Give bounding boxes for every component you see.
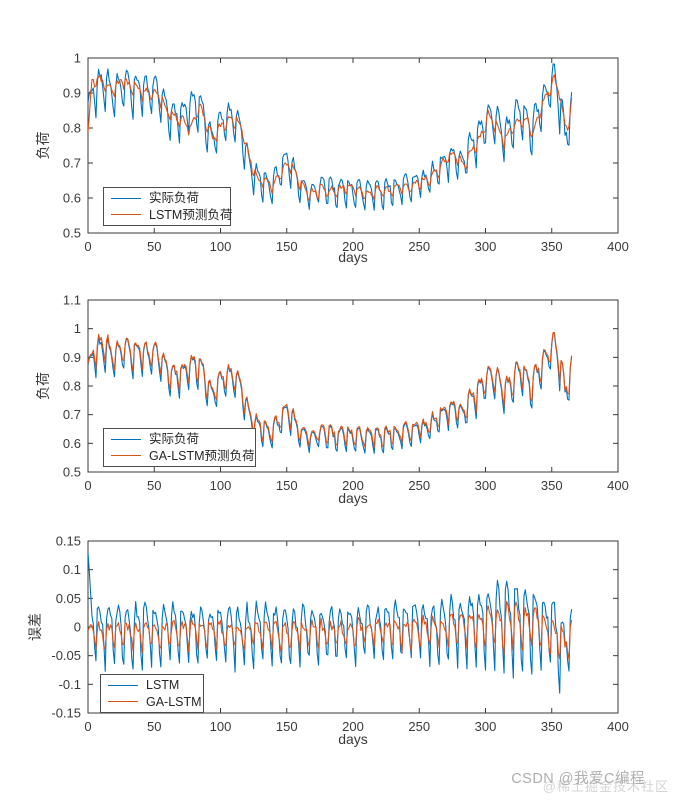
- x-tick-label: 100: [210, 719, 232, 734]
- x-tick-label: 400: [607, 478, 629, 493]
- y-tick-label: 0.9: [63, 86, 81, 101]
- series-line-LSTM预测负荷: [88, 74, 573, 201]
- legend-label: 实际负荷: [149, 432, 200, 446]
- error-legend: LSTM GA-LSTM: [100, 674, 204, 713]
- legend-line-swatch: [111, 455, 141, 457]
- x-tick-label: 50: [147, 719, 161, 734]
- legend-label: LSTM: [146, 678, 180, 692]
- series-line-GA-LSTM预测负荷: [88, 331, 573, 449]
- ga-lstm-load-plot-area: 0 50 100 150 200 250 300 350 400 0.5 0.6 0.7 0.8 0.9 1…: [35, 293, 629, 507]
- y-tick-label: -0.1: [59, 677, 81, 692]
- x-tick-label: 50: [147, 478, 161, 493]
- x-axis-label: days: [338, 490, 368, 506]
- legend-label: GA-LSTM: [146, 694, 202, 709]
- y-tick-label: 0.8: [63, 379, 81, 394]
- series-line-实际负荷: [88, 63, 573, 211]
- legend-line-swatch: [108, 684, 138, 686]
- legend-item: 实际负荷: [111, 192, 222, 205]
- x-tick-label: 350: [541, 478, 563, 493]
- x-tick-label: 0: [84, 239, 91, 254]
- legend-item: LSTM: [108, 679, 195, 692]
- x-tick-label: 350: [541, 719, 563, 734]
- legend-item: LSTM预测负荷: [111, 208, 232, 222]
- y-tick-label: 0.6: [63, 436, 81, 451]
- x-tick-label: 50: [147, 239, 161, 254]
- x-tick-label: 300: [475, 719, 497, 734]
- y-tick-label: 0.5: [63, 465, 81, 480]
- y-tick-label: 1.1: [63, 293, 81, 308]
- chart-lstm-load-prediction: 0 50 100 150 200 250 300 350 400 0.5 0.6 0.7 0.8 0.9 1…: [0, 0, 683, 270]
- legend-line-swatch: [111, 438, 141, 440]
- lstm-load-plot-area: 0 50 100 150 200 250 300 350 400 0.5 0.6 0.7 0.8 0.9 1…: [35, 51, 629, 266]
- x-tick-label: 150: [276, 239, 298, 254]
- legend-line-swatch: [111, 197, 141, 199]
- y-axis-label: 误差: [27, 613, 43, 641]
- y-tick-label: 1: [74, 51, 81, 66]
- y-axis-label: 负荷: [35, 132, 51, 160]
- x-tick-label: 300: [475, 478, 497, 493]
- x-tick-label: 100: [210, 239, 232, 254]
- y-tick-label: 1: [74, 321, 81, 336]
- x-tick-label: 250: [408, 478, 430, 493]
- x-tick-label: 350: [541, 239, 563, 254]
- y-tick-label: 0.8: [63, 121, 81, 136]
- chart-prediction-error: 0 50 100 150 200 250 300 350 400 -0.15 -0.1 -0.05 0 0…: [0, 520, 683, 803]
- legend-line-swatch: [108, 701, 138, 703]
- y-tick-label: 0.6: [63, 191, 81, 206]
- y-tick-label: 0.05: [56, 591, 81, 606]
- x-tick-label: 150: [276, 719, 298, 734]
- error-plot-area: 0 50 100 150 200 250 300 350 400 -0.15 -0.1 -0.05 0 0…: [27, 534, 629, 748]
- x-tick-label: 200: [342, 239, 364, 254]
- series-line-GA-LSTM: [88, 600, 573, 661]
- ga-lstm-load-legend: 实际负荷 GA-LSTM预测负荷: [103, 428, 256, 467]
- y-axis-label: 负荷: [35, 372, 51, 400]
- x-tick-label: 0: [84, 719, 91, 734]
- x-axis-label: days: [338, 249, 368, 265]
- y-tick-label: 0.15: [56, 534, 81, 549]
- legend-label: GA-LSTM预测负荷: [149, 448, 255, 463]
- x-tick-label: 100: [210, 478, 232, 493]
- x-axis-label: days: [338, 731, 368, 747]
- lstm-load-legend: 实际负荷 LSTM预测负荷: [103, 187, 232, 226]
- x-tick-label: 400: [607, 719, 629, 734]
- x-tick-label: 0: [84, 478, 91, 493]
- chart-ga-lstm-load-prediction: 0 50 100 150 200 250 300 350 400 0.5 0.6 0.7 0.8 0.9 1…: [0, 270, 683, 520]
- x-tick-label: 400: [607, 239, 629, 254]
- legend-line-swatch: [111, 214, 141, 216]
- x-tick-label: 300: [475, 239, 497, 254]
- y-tick-label: 0.7: [63, 156, 81, 171]
- x-tick-label: 250: [408, 239, 430, 254]
- y-tick-label: 0.1: [63, 562, 81, 577]
- x-tick-label: 150: [276, 478, 298, 493]
- legend-label: 实际负荷: [149, 191, 200, 205]
- y-tick-label: -0.05: [51, 648, 81, 663]
- legend-item: 实际负荷: [111, 433, 247, 446]
- y-tick-label: 0.9: [63, 350, 81, 365]
- legend-item: GA-LSTM预测负荷: [111, 449, 255, 463]
- x-tick-label: 200: [342, 719, 364, 734]
- y-tick-label: -0.15: [51, 706, 81, 721]
- y-tick-label: 0: [74, 620, 81, 635]
- y-tick-label: 0.5: [63, 226, 81, 241]
- legend-label: LSTM预测负荷: [149, 207, 233, 222]
- x-tick-label: 250: [408, 719, 430, 734]
- y-tick-label: 0.7: [63, 407, 81, 422]
- legend-item: GA-LSTM: [108, 695, 202, 709]
- x-tick-label: 200: [342, 478, 364, 493]
